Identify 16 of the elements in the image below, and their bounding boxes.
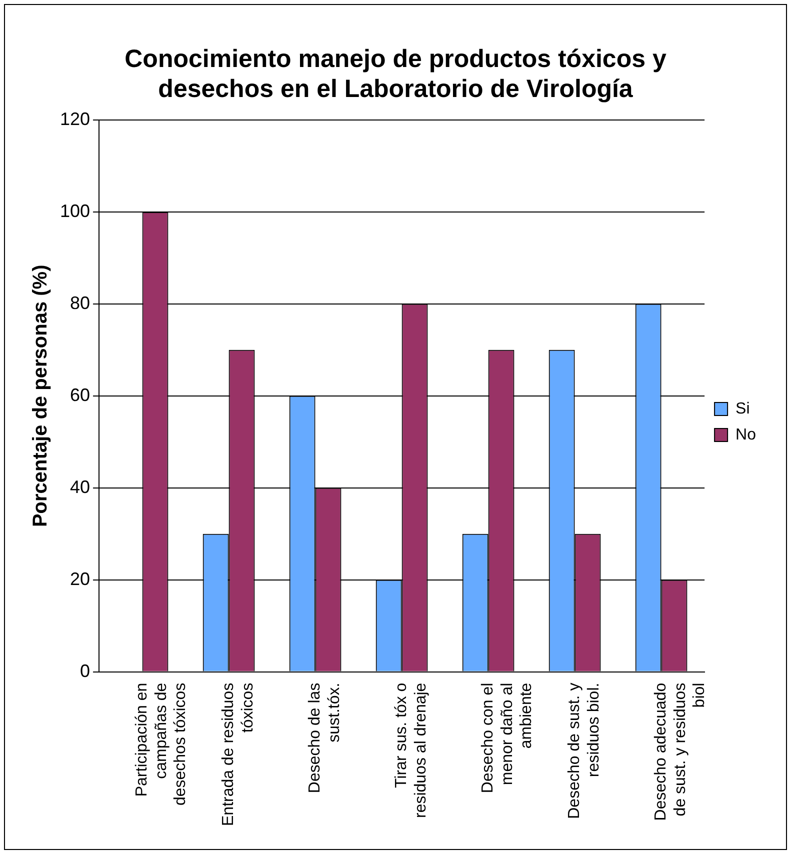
y-tick-label: 120 [60,108,90,129]
x-tick-label: Participación en campañas de desechos tóxicos [134,682,190,806]
x-tick-label: Desecho de las sust.tóx. [306,682,343,794]
legend-label: No [736,426,756,444]
chart-title: Conocimiento manejo de productos tóxicos y desechos en el Laboratorio de Virología [124,44,666,103]
legend-label: Si [736,400,750,418]
y-tick-label: 60 [70,384,90,405]
y-tick-label: 20 [70,568,90,589]
y-axis-title: Porcentaje de personas (%) [30,264,52,528]
x-tick-label: Desecho adecuado de sust. y residuos biol [652,682,708,821]
x-tick-label: Desecho de sust. y residuos biol. [566,682,602,819]
y-tick-label: 0 [80,660,90,681]
y-tick-label: 80 [70,292,90,313]
y-tick-label: 100 [60,200,90,221]
x-tick-label: Desecho con el menor daño al ambiente [480,682,536,794]
y-tick-label: 40 [70,476,90,497]
